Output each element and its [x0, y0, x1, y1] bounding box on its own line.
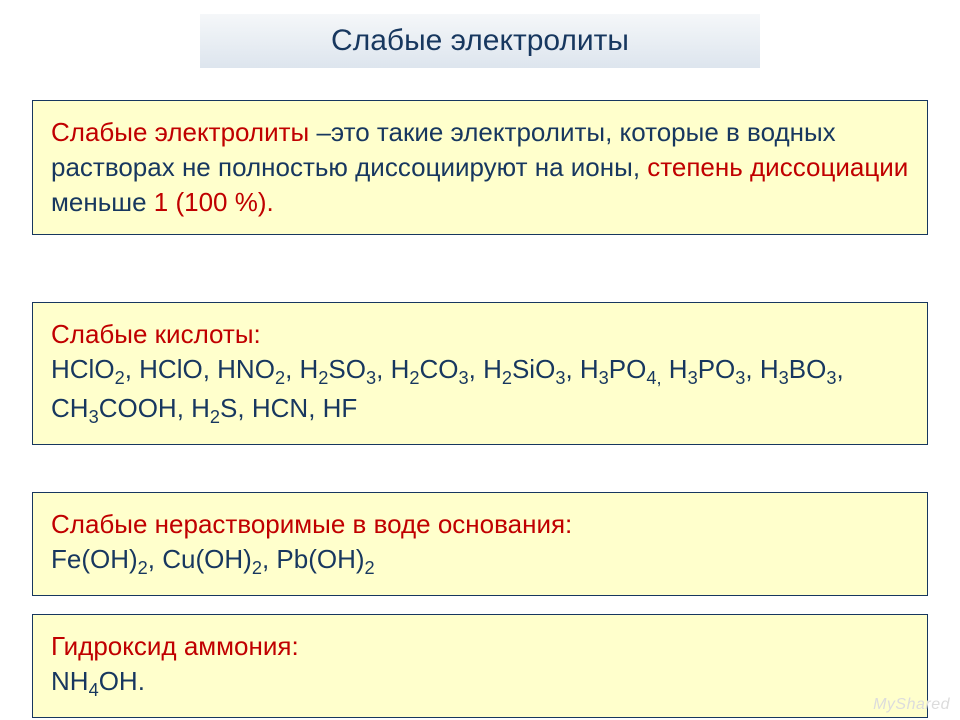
acid-formula: HNO2: [217, 354, 285, 384]
acid-formula: HCN: [252, 393, 308, 423]
watermark: MyShared: [873, 696, 950, 714]
acid-formula: HF: [323, 393, 358, 423]
acid-formula: HClO: [139, 354, 203, 384]
weak-acids-heading: Слабые кислоты:: [51, 317, 909, 352]
ammonium-formula: NH4OH.: [51, 664, 909, 703]
ammonium-box: Гидроксид аммония: NH4OH.: [32, 614, 928, 718]
weak-bases-heading: Слабые нерастворимые в воде основания:: [51, 507, 909, 542]
sub4: 4: [89, 680, 99, 700]
weak-acids-list: HClO2, HClO, HNO2, H2SO3, H2CO3, H2SiO3,…: [51, 352, 909, 430]
nh: NH: [51, 666, 89, 696]
acid-formula: H3PO3: [669, 354, 746, 384]
ammonium-heading: Гидроксид аммония:: [51, 629, 909, 664]
acid-formula: H3BO3: [760, 354, 837, 384]
acid-formula: HClO2: [51, 354, 125, 384]
oh: OH.: [99, 666, 145, 696]
def-lead: Слабые электролиты: [51, 117, 309, 147]
acid-formula: H2SiO3: [483, 354, 565, 384]
weak-acids-box: Слабые кислоты: HClO2, HClO, HNO2, H2SO3…: [32, 302, 928, 445]
weak-bases-box: Слабые нерастворимые в воде основания: F…: [32, 492, 928, 596]
acid-formula: CH3COOH: [51, 393, 177, 423]
definition-box: Слабые электролиты –это такие электролит…: [32, 100, 928, 235]
acid-formula: H3PO4,: [580, 354, 662, 384]
base-formula: Fe(OH)2: [51, 544, 148, 574]
def-tail: 1 (100 %).: [154, 187, 274, 217]
def-text2: меньше: [51, 187, 154, 217]
page-title: Слабые электролиты: [331, 24, 629, 58]
base-formula: Cu(OH)2: [162, 544, 262, 574]
weak-bases-list: Fe(OH)2, Cu(OH)2, Pb(OH)2: [51, 542, 909, 581]
title-banner: Слабые электролиты: [200, 14, 760, 68]
def-mid: степень диссоциации: [647, 152, 908, 182]
acid-formula: H2SO3: [300, 354, 377, 384]
base-formula: Pb(OH)2: [276, 544, 374, 574]
acid-formula: H2S: [191, 393, 237, 423]
acid-formula: H2CO3: [391, 354, 469, 384]
